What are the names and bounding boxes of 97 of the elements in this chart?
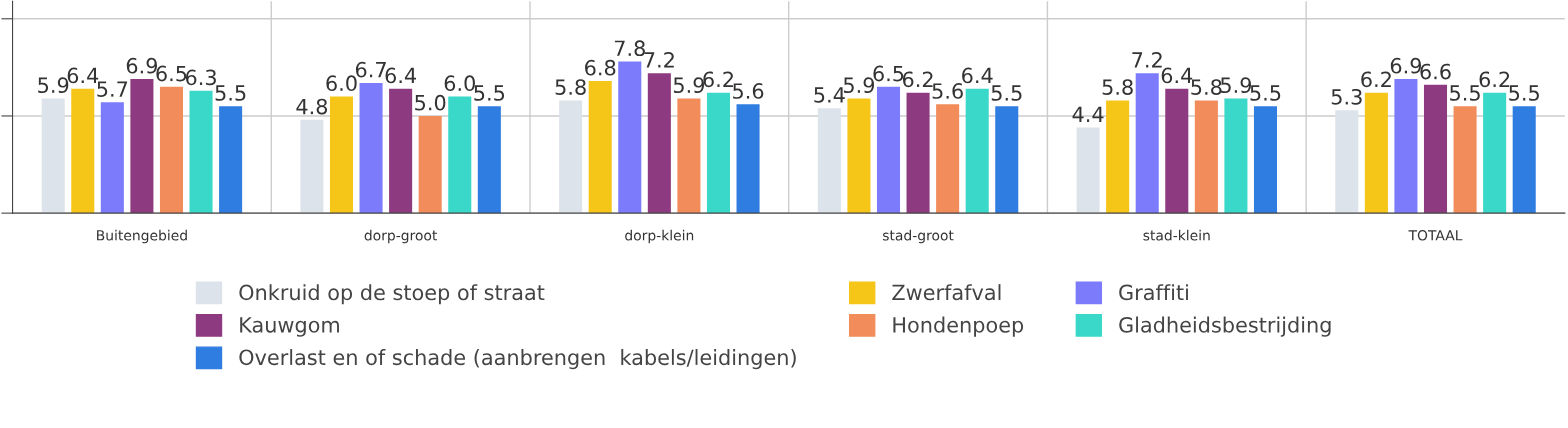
bar [41,98,65,214]
data-label: 6.5 [873,65,904,82]
data-label: 6.0 [326,75,357,92]
data-label: 5.0 [415,94,446,111]
data-label: 5.6 [733,83,764,99]
bar [1076,127,1100,214]
data-label: 5.5 [1250,85,1281,101]
x-tick-label: Buitengebied [97,229,187,244]
bar [618,61,642,214]
bar [647,73,671,214]
data-label: 5.8 [1102,79,1133,95]
data-label: 5.9 [673,77,705,94]
x-tick-label: TOTAAL [1408,230,1463,241]
data-label: 5.4 [814,87,845,103]
bar [736,104,760,214]
bar [1335,110,1359,214]
data-label: 6.2 [703,71,733,88]
x-tick-label: stad-groot [882,229,954,244]
data-label: 5.5 [991,85,1022,101]
bar [1253,106,1278,214]
data-label: 7.8 [614,40,645,57]
data-label: 5.5 [215,85,246,101]
data-label: 6.2 [1361,71,1391,88]
x-tick-label: dorp-klein [625,229,694,244]
data-label: 5.8 [1191,79,1222,95]
data-label: 5.8 [555,79,586,95]
bar [706,92,731,214]
data-label: 6.7 [355,61,386,78]
data-label: 6.0 [444,75,475,92]
bar [300,119,324,214]
bar [936,104,960,214]
data-label: 4.4 [1072,106,1104,122]
data-label: 4.8 [296,98,328,115]
bar [1394,79,1418,214]
legend-label: Overlast en of schade (aanbrengen kabels/leidingen) [239,349,796,370]
bar [1483,92,1507,214]
data-label: 6.2 [902,71,933,88]
data-label: 6.5 [156,65,187,82]
data-label: 5.9 [38,77,69,94]
bar [965,88,989,214]
bar [1423,84,1448,214]
data-label: 6.8 [585,59,616,76]
x-tick-label: dorp-groot [364,229,438,244]
bar [359,82,383,214]
data-label: 5.5 [1509,85,1539,101]
bar [219,106,243,214]
data-label: 6.4 [1161,67,1193,84]
bar [1224,98,1248,214]
bar [1165,88,1189,214]
bar [847,98,871,214]
bar [1364,92,1388,214]
bar [817,108,841,214]
data-label: 5.5 [1450,85,1480,101]
legend-label: Gladheidsbestrijding [1119,316,1331,337]
bar [559,100,583,214]
data-label: 6.9 [1390,57,1422,74]
data-label: 6.3 [185,69,216,86]
bar [448,96,472,214]
bar [389,88,413,214]
data-label: 7.2 [644,52,674,68]
bar [1135,73,1159,214]
x-tick-label: stad-klein [1143,229,1210,241]
legend-label: Onkruid op de stoep of straat [239,284,545,305]
data-label: 5.5 [474,85,505,101]
bar [677,98,701,214]
data-label: 6.4 [385,67,417,84]
data-label: 7.2 [1132,52,1162,68]
bar [876,86,901,214]
legend-label: Zwerfafval [892,284,1001,301]
bar [906,92,930,214]
bar [1512,106,1536,214]
data-label: 6.6 [1420,63,1451,80]
data-label: 6.4 [67,67,99,84]
bar [1106,100,1130,214]
bar [159,86,183,214]
data-label: 6.9 [126,57,158,74]
data-label: 5.9 [843,77,875,94]
data-label: 5.6 [932,83,963,99]
data-label: 5.7 [97,81,128,97]
bar [189,90,213,214]
data-label: 5.9 [1220,77,1252,94]
bar [1453,106,1477,214]
bar [477,106,501,214]
bar [995,106,1019,214]
legend-label: Kauwgom [240,317,339,337]
bar [130,79,154,214]
data-label: 6.4 [962,67,993,84]
bar [1194,100,1218,214]
data-label: 6.2 [1479,71,1510,88]
bar [588,80,612,214]
data-label: 5.3 [1331,88,1362,105]
bar [329,96,354,214]
bar [71,88,95,214]
legend-label: Graffiti [1119,284,1188,301]
bar [100,102,124,214]
bar [418,115,442,214]
legend-label: Hondenpoep [893,316,1024,337]
